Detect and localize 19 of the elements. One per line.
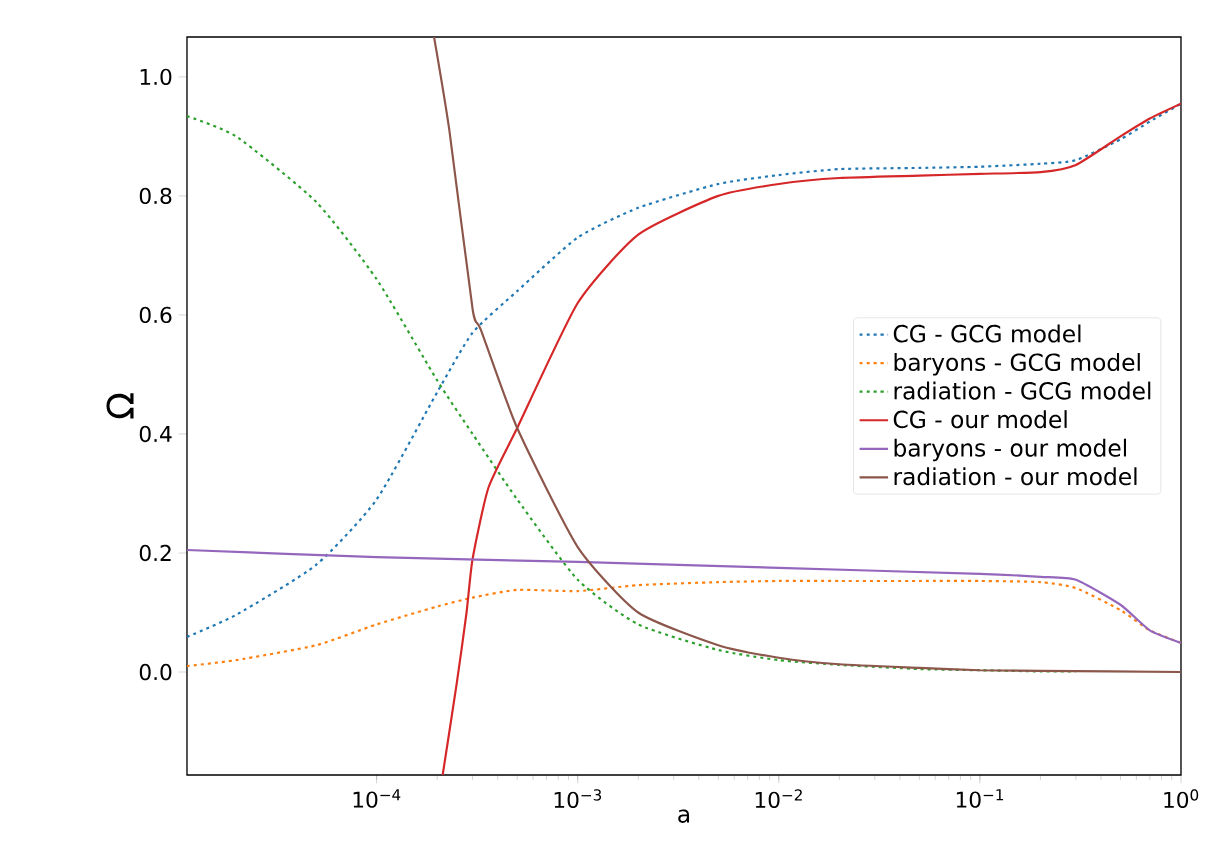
y-tick-label: 0.2 [139, 544, 171, 562]
x-axis-title: a [678, 809, 690, 823]
y-tick-label: 0.6 [139, 306, 172, 324]
legend-label: CG - GCG model [893, 324, 1081, 343]
legend-label: CG - our model [893, 410, 1067, 429]
x-tick-label: 10$^{−2}$ [755, 789, 802, 809]
legend-label: radiation - GCG model [894, 381, 1151, 400]
y-tick-label: 0.0 [139, 663, 172, 681]
y-tick-label: 1.0 [140, 68, 172, 86]
x-tick-label: 10$^{−4}$ [353, 789, 401, 808]
x-tick-label: 10$^{−3}$ [554, 789, 602, 809]
x-tick-label: 10$^{−1}$ [956, 789, 1004, 808]
legend-label: radiation - our model [894, 467, 1137, 486]
y-tick-label: 0.4 [139, 425, 172, 443]
x-tick-label: 10$^{0}$ [1164, 789, 1199, 809]
y-tick-label: 0.8 [139, 187, 172, 205]
legend-label: baryons - GCG model [894, 353, 1140, 376]
legend-label: baryons - our model [894, 438, 1127, 462]
y-axis-title: Ω [106, 393, 134, 419]
